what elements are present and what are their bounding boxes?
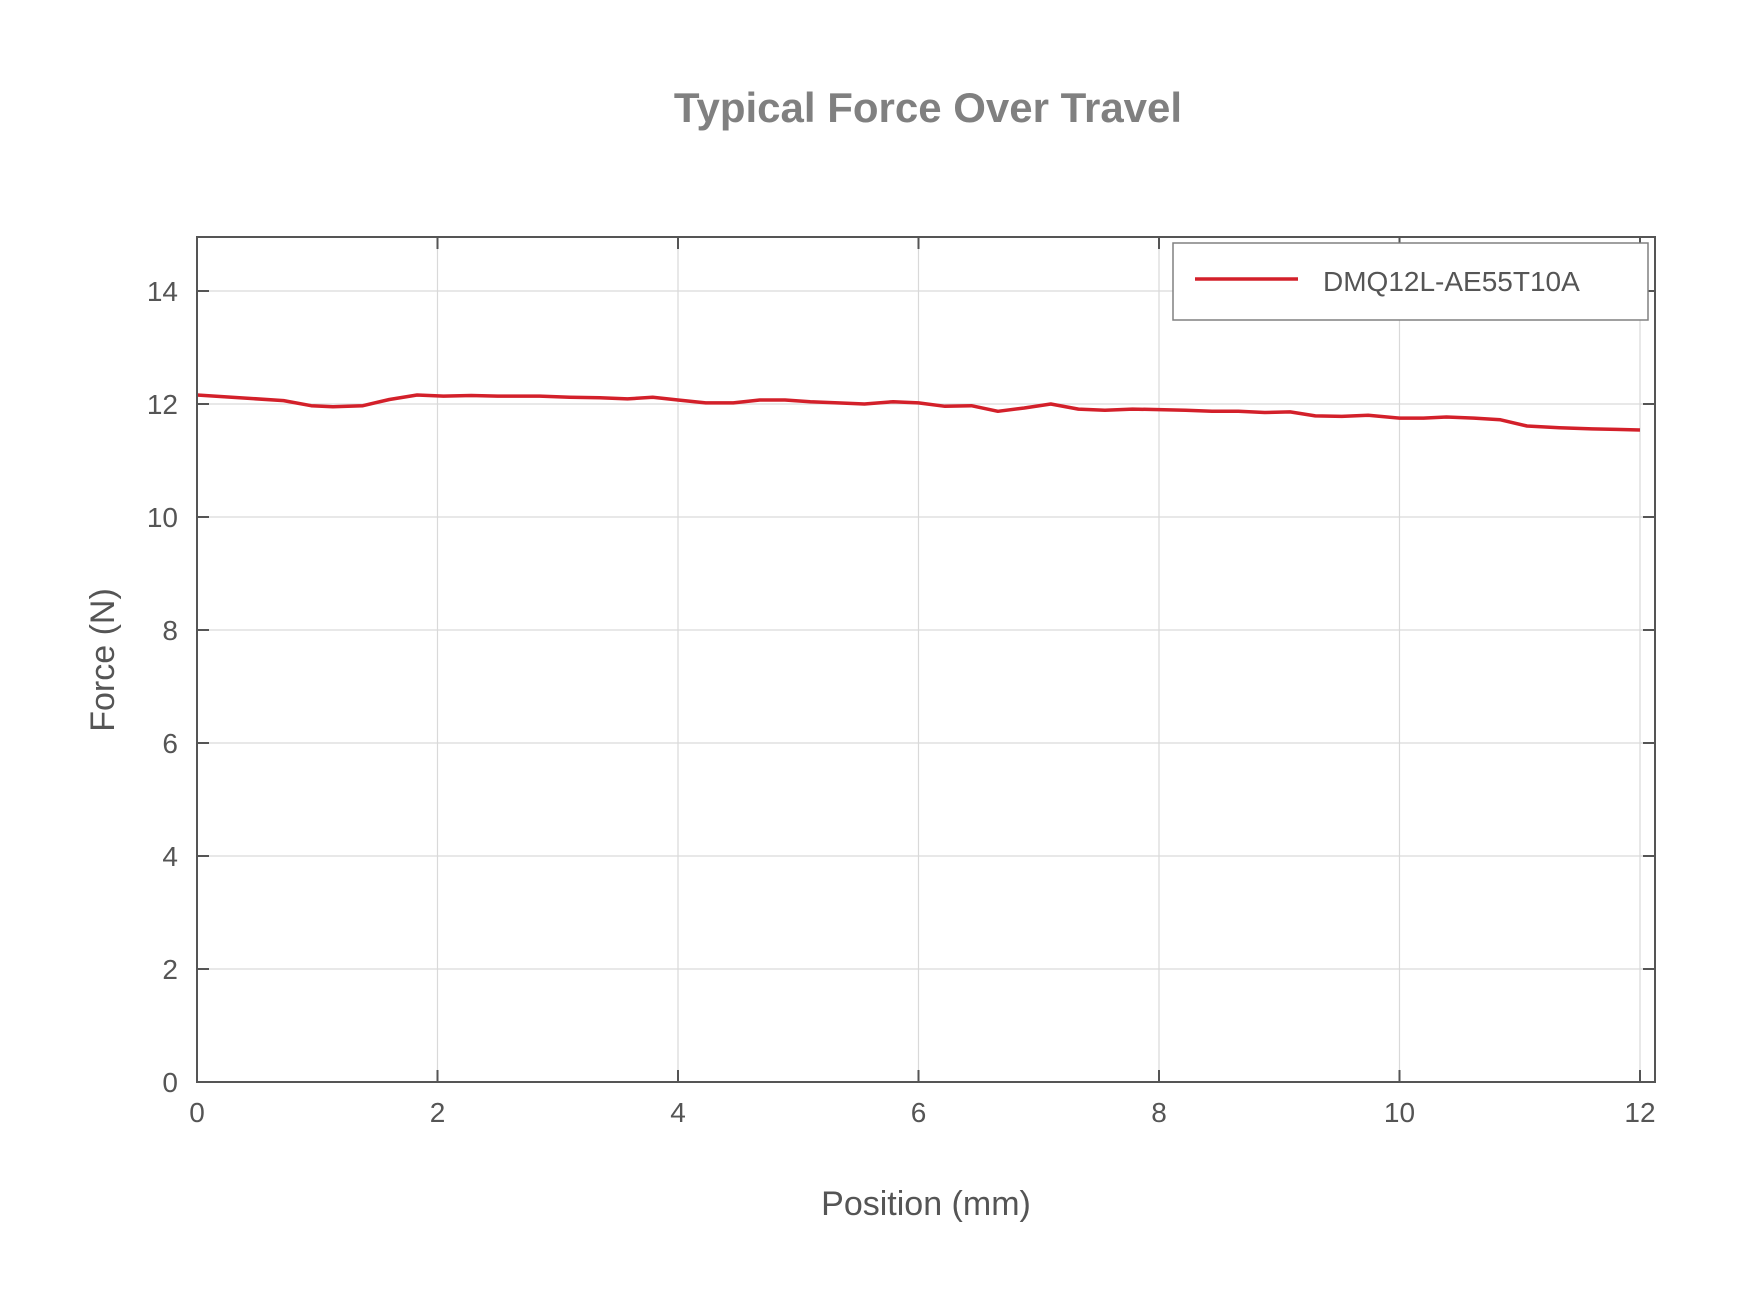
x-tick-label: 10 [1384,1097,1415,1128]
y-axis-label: Force (N) [84,588,122,732]
y-tick-label: 6 [162,728,178,759]
x-axis-label: Position (mm) [821,1185,1031,1223]
y-tick-label: 12 [147,389,178,420]
y-tick-labels: 0 2 4 6 8 10 12 14 [147,276,178,1098]
legend-box [1172,242,1649,321]
x-tick-label: 4 [670,1097,686,1128]
y-tick-label: 0 [162,1067,178,1098]
plot-frame [196,236,1656,1083]
legend-label: DMQ12L-AE55T10A [1323,266,1580,297]
x-tick-label: 12 [1624,1097,1655,1128]
y-tick-label: 4 [162,841,178,872]
y-tick-label: 14 [147,276,178,307]
y-tick-label: 8 [162,615,178,646]
chart-title: Typical Force Over Travel [674,84,1182,131]
y-tick-label: 10 [147,502,178,533]
x-tick-label: 6 [911,1097,927,1128]
y-tick-label: 2 [162,954,178,985]
series-line-dmq12l-ae55t10a [196,393,1641,432]
x-tick-label: 8 [1151,1097,1167,1128]
x-tick-label: 2 [430,1097,446,1128]
legend: DMQ12L-AE55T10A [1172,242,1649,321]
x-tick-label: 0 [189,1097,205,1128]
x-tick-labels: 0 2 4 6 8 10 12 [189,1097,1655,1128]
